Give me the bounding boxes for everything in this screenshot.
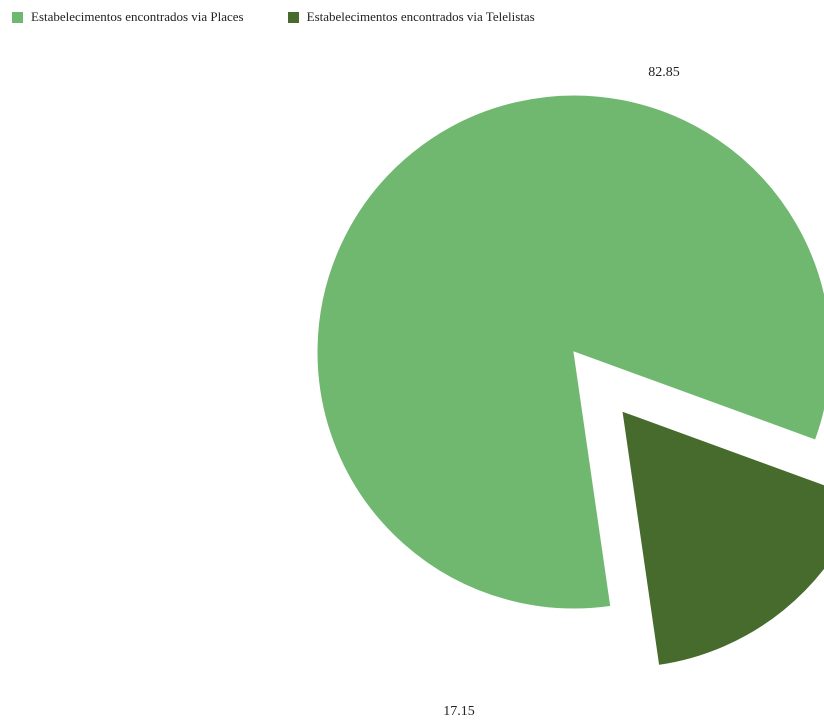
data-label-places: 82.85 <box>648 65 680 80</box>
chart-legend: Estabelecimentos encontrados via Places … <box>12 9 579 25</box>
data-label-telelistas: 17.15 <box>443 704 475 719</box>
legend-item-places[interactable]: Estabelecimentos encontrados via Places <box>12 9 244 25</box>
legend-label-telelistas: Estabelecimentos encontrados via Telelis… <box>306 9 535 24</box>
pie-slice-telelistas[interactable] <box>621 410 824 666</box>
legend-swatch-places <box>12 11 23 23</box>
legend-label-places: Estabelecimentos encontrados via Places <box>31 9 244 24</box>
legend-item-telelistas[interactable]: Estabelecimentos encontrados via Telelis… <box>287 9 535 25</box>
pie-slice-places[interactable] <box>316 94 824 610</box>
legend-swatch-telelistas <box>287 11 299 23</box>
